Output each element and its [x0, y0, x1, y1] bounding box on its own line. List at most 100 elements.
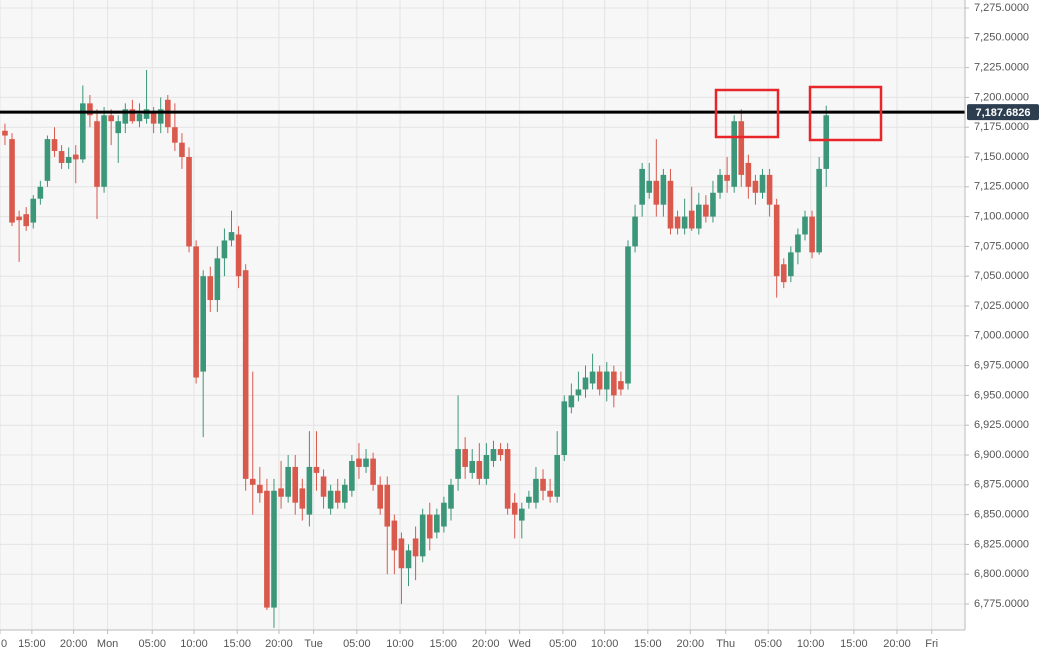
x-tick-label: Tue — [304, 638, 323, 650]
x-tick-label: 10:00 — [797, 638, 825, 650]
candle-body — [278, 488, 284, 497]
y-tick-label: 6,875.0000 — [974, 479, 1029, 491]
candles — [2, 69, 830, 628]
candle-body — [455, 449, 461, 479]
candle-body — [193, 246, 199, 378]
candle-body — [143, 109, 150, 119]
candle-body — [51, 139, 58, 152]
candle-body — [129, 109, 136, 122]
candle-body — [257, 484, 263, 494]
candle-body — [412, 538, 419, 557]
candle-body — [490, 449, 497, 461]
candle-body — [554, 455, 560, 497]
candle-body — [65, 156, 72, 163]
y-tick-label: 7,075.0000 — [974, 240, 1029, 252]
candle-body — [115, 121, 122, 134]
candle-body — [596, 371, 603, 390]
x-tick-label: Thu — [716, 638, 735, 650]
candle-body — [214, 258, 221, 301]
highlight-box — [808, 85, 883, 142]
y-tick-label: 7,000.0000 — [974, 330, 1029, 342]
candle-body — [221, 240, 228, 259]
candle-body — [688, 210, 695, 229]
candle-body — [419, 514, 426, 557]
y-tick-label: 7,275.0000 — [974, 2, 1029, 14]
candle-body — [101, 115, 107, 187]
x-tick-label: Wed — [508, 638, 530, 650]
candle-body — [476, 460, 483, 479]
x-tick-label: 20:00 — [883, 638, 911, 650]
y-tick-label: 7,150.0000 — [974, 151, 1029, 163]
candle-body — [632, 216, 638, 247]
y-tick-label: 6,775.0000 — [974, 598, 1029, 610]
candle-body — [363, 458, 369, 467]
candle-body — [172, 127, 178, 143]
y-tick-label: 6,800.0000 — [974, 568, 1029, 580]
candle-body — [462, 449, 468, 467]
y-tick-label: 6,975.0000 — [974, 360, 1029, 372]
y-tick-label: 7,125.0000 — [974, 181, 1029, 193]
candle-body — [271, 490, 277, 608]
candle-body — [58, 151, 65, 163]
x-tick-label: 10:00 — [386, 638, 414, 650]
candle-body — [122, 109, 129, 124]
candle-body — [228, 232, 235, 241]
candle-body — [745, 162, 752, 187]
y-tick-label: 7,025.0000 — [974, 300, 1029, 312]
x-tick-label: Fri — [925, 638, 938, 650]
candle-body — [788, 252, 794, 277]
candle-body — [773, 204, 780, 277]
candle-body — [731, 121, 737, 187]
candle-body — [667, 180, 674, 229]
candle-body — [511, 502, 518, 515]
candle-body — [207, 276, 214, 301]
x-tick-label: 05:00 — [343, 638, 371, 650]
candle-body — [533, 478, 539, 503]
candle-body — [299, 488, 306, 509]
y-tick-label: 6,950.0000 — [974, 389, 1029, 401]
candle-body — [518, 508, 525, 521]
candle-body — [738, 121, 745, 175]
y-tick-label: 7,225.0000 — [974, 61, 1029, 73]
x-tick-label: 20:00 — [60, 638, 88, 650]
candle-body — [526, 496, 532, 503]
candle-body — [94, 121, 100, 187]
candle-body — [575, 389, 582, 396]
candle-body — [108, 115, 114, 122]
x-tick-label: 05:00 — [754, 638, 782, 650]
candle-body — [313, 466, 320, 473]
candle-body — [710, 192, 716, 217]
candle-body — [349, 460, 355, 491]
candle-body — [264, 490, 270, 608]
candle-body — [341, 484, 348, 503]
y-tick-label: 6,900.0000 — [974, 449, 1029, 461]
candle-body — [653, 180, 660, 205]
candle-body — [320, 476, 327, 497]
candle-body — [809, 216, 815, 253]
candle-body — [398, 538, 405, 569]
candle-body — [434, 514, 440, 533]
candle-body — [72, 154, 79, 160]
candle-body — [150, 111, 157, 124]
x-tick-label: 20:00 — [677, 638, 705, 650]
candle-body — [639, 168, 645, 205]
y-tick-label: 7,050.0000 — [974, 270, 1029, 282]
candle-body — [703, 204, 709, 217]
x-tick-label: 10:00 — [180, 638, 208, 650]
candle-body — [483, 455, 490, 479]
candle-body — [30, 198, 37, 223]
x-tick-label: 15:00 — [429, 638, 457, 650]
candle-body — [469, 460, 476, 473]
x-tick-label: 15:00 — [18, 638, 46, 650]
candle-body — [186, 156, 192, 247]
x-tick-label: 15:00 — [634, 638, 662, 650]
candle-body — [589, 371, 596, 384]
candle-body — [441, 502, 447, 527]
candle-body — [384, 484, 391, 527]
candle-body — [766, 174, 773, 205]
candle-body — [603, 371, 610, 390]
candle-body — [391, 520, 398, 551]
candle-body — [405, 550, 412, 569]
price-label: 7,187.6826 — [975, 107, 1030, 119]
x-tick-label: 05:00 — [138, 638, 166, 650]
